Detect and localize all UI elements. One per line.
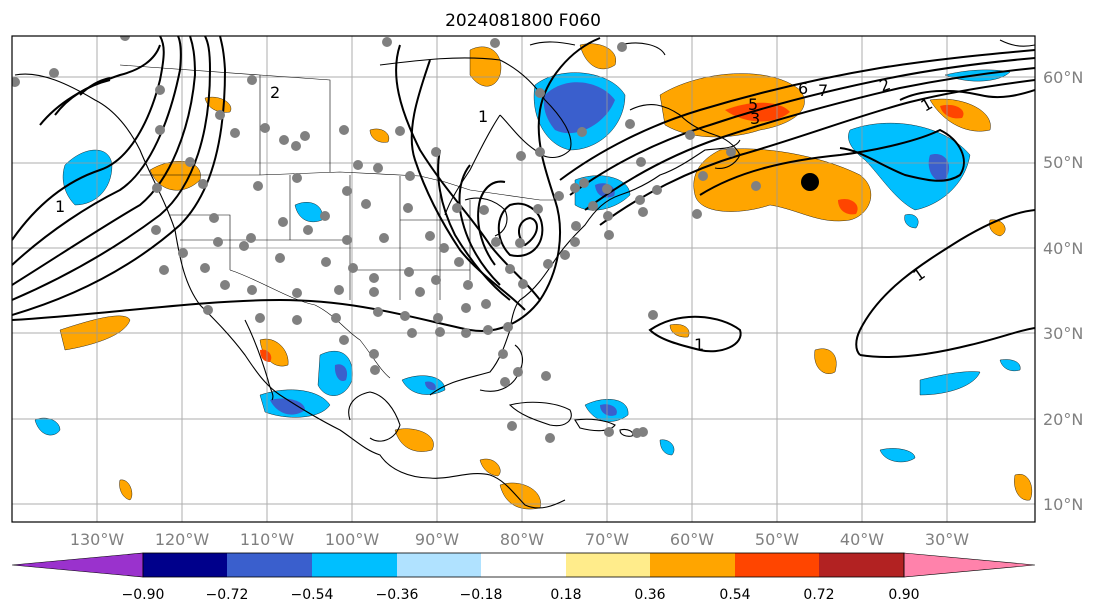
lon-label: 70°W [585,530,629,549]
colorbar-tick: −0.72 [206,587,249,603]
lon-label: 120°W [155,530,210,549]
colorbar-tick: 0.18 [550,587,581,603]
lon-label: 50°W [755,530,799,549]
colorbar: −0.90 −0.72 −0.54 −0.36 −0.18 0.18 0.36 … [11,552,1036,603]
colorbar-extend-max [903,552,1036,578]
map-title: 2024081800 F060 [445,11,601,31]
colorbar-swatch [397,553,481,577]
lat-label: 30°N [1043,324,1083,343]
map-frame [11,35,1036,523]
lon-label: 40°W [840,530,884,549]
contour-label: 1 [55,197,65,216]
latitude-labels: 60°N 50°N 40°N 30°N 20°N 10°N [1043,68,1083,514]
contour-label: 5 [748,95,758,114]
colorbar-tick: −0.36 [376,587,419,603]
colorbar-swatch [227,553,312,577]
colorbar-swatch [650,553,735,577]
colorbar-swatch [312,553,397,577]
lat-label: 20°N [1043,410,1083,429]
lon-label: 110°W [240,530,295,549]
lon-label: 30°W [925,530,969,549]
colorbar-tick: 0.90 [888,587,919,603]
lat-label: 40°N [1043,239,1083,258]
strong-warm-cores [260,102,964,362]
contour-label: 2 [270,83,280,102]
stations [12,36,761,443]
contour-label: 7 [818,81,828,100]
map-area: 1 1 1 1 1 2 2 3 5 6 7 [12,36,1035,522]
longitude-labels: 130°W 120°W 110°W 100°W 90°W 80°W 70°W 6… [70,530,969,549]
contour-label: 1 [694,335,704,354]
lon-label: 60°W [670,530,714,549]
cold-cores [270,82,950,416]
colorbar-swatch [481,553,566,577]
height-contours [12,36,1035,358]
contour-label: 1 [478,107,488,126]
graticule [12,36,1035,522]
colorbar-tick: 0.72 [803,587,834,603]
lon-label: 90°W [415,530,459,549]
lon-label: 80°W [500,530,544,549]
lat-label: 60°N [1043,68,1083,87]
colorbar-tick: 0.54 [719,587,750,603]
colorbar-tick: −0.90 [122,587,165,603]
colorbar-ticks: −0.90 −0.72 −0.54 −0.36 −0.18 0.18 0.36 … [122,587,920,603]
colorbar-tick: −0.54 [291,587,334,603]
colorbar-tick: 0.36 [634,587,665,603]
contour-label: 6 [798,79,808,98]
lon-label: 130°W [70,530,125,549]
target-marker [801,173,819,191]
colorbar-extend-min [11,552,144,578]
colorbar-swatch [735,553,819,577]
colorbar-swatch [566,553,650,577]
colorbar-swatch [819,553,904,577]
colorbar-tick: −0.18 [460,587,503,603]
lon-label: 100°W [325,530,380,549]
lat-label: 10°N [1043,495,1083,514]
lat-label: 50°N [1043,153,1083,172]
colorbar-swatch [143,553,227,577]
contour-label: 3 [750,109,760,128]
